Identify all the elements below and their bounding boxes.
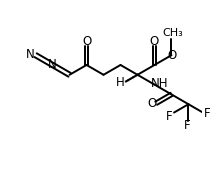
Text: CH₃: CH₃ xyxy=(162,28,183,38)
Text: F: F xyxy=(166,110,173,123)
Text: F: F xyxy=(204,107,211,120)
Text: F: F xyxy=(184,119,191,132)
Text: O: O xyxy=(168,49,177,62)
Text: O: O xyxy=(82,35,91,48)
Text: O: O xyxy=(147,97,156,110)
Text: N: N xyxy=(26,48,35,61)
Text: NH: NH xyxy=(151,77,168,90)
Text: O: O xyxy=(149,35,158,48)
Text: H: H xyxy=(116,76,125,89)
Text: N: N xyxy=(48,59,57,72)
